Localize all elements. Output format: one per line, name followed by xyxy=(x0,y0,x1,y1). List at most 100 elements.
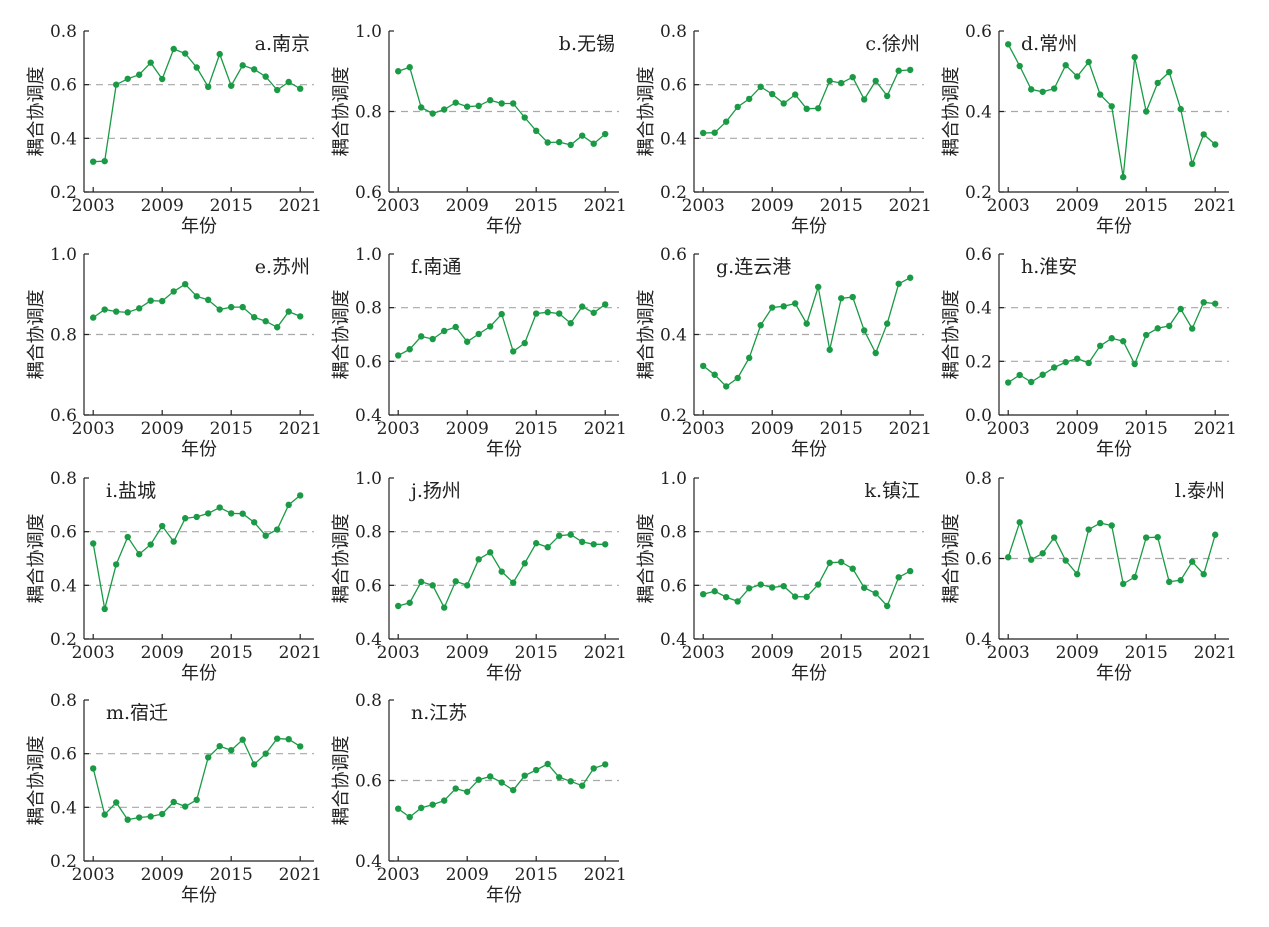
x-tick-label: 2015 xyxy=(515,865,558,885)
data-point xyxy=(734,103,741,111)
data-point xyxy=(147,541,154,548)
data-point xyxy=(498,779,505,786)
x-tick-label: 2021 xyxy=(584,643,627,663)
x-tick-label: 2015 xyxy=(820,196,863,216)
y-tick-label: 1.0 xyxy=(660,469,687,489)
data-point xyxy=(193,513,200,521)
data-point xyxy=(452,785,459,792)
x-tick-label: 2009 xyxy=(446,865,489,885)
x-tick-label: 2009 xyxy=(751,643,794,663)
data-point xyxy=(521,560,528,567)
x-axis-label: 年份 xyxy=(1096,663,1132,684)
y-tick-label: 0.4 xyxy=(355,630,382,650)
panel-title: f.南通 xyxy=(411,256,461,278)
x-tick-label: 2003 xyxy=(987,643,1030,663)
y-tick-label: 0.4 xyxy=(50,798,77,818)
data-point xyxy=(1120,580,1127,588)
data-point xyxy=(441,604,448,611)
y-tick-label: 1.0 xyxy=(50,245,77,265)
y-tick-label: 0.6 xyxy=(355,183,382,203)
x-tick-label: 2009 xyxy=(141,865,184,885)
x-axis-label: 年份 xyxy=(181,663,217,684)
data-point xyxy=(803,320,810,327)
data-point xyxy=(510,579,517,586)
data-point xyxy=(159,297,166,305)
data-point xyxy=(602,541,609,548)
data-point xyxy=(590,140,597,147)
y-tick-label: 0.6 xyxy=(965,550,992,570)
data-point xyxy=(533,540,540,547)
x-tick-label: 2009 xyxy=(141,643,184,663)
y-axis-label: 耦合协调度 xyxy=(26,290,47,380)
data-point xyxy=(792,91,799,98)
data-point xyxy=(792,300,799,307)
data-point xyxy=(533,310,540,317)
y-axis-label: 耦合协调度 xyxy=(941,514,962,604)
series-line xyxy=(397,763,606,818)
x-tick-label: 2021 xyxy=(584,196,627,216)
data-point xyxy=(498,310,505,318)
data-point xyxy=(170,45,177,53)
data-point xyxy=(274,324,281,331)
series-line xyxy=(92,494,301,610)
data-point xyxy=(239,62,246,69)
x-tick-label: 2021 xyxy=(279,419,322,439)
data-point xyxy=(1154,533,1161,541)
data-point xyxy=(147,297,154,304)
y-axis-label: 耦合协调度 xyxy=(636,514,657,604)
data-point xyxy=(1108,522,1115,529)
data-point xyxy=(579,132,586,139)
x-tick-label: 2009 xyxy=(446,419,489,439)
data-point xyxy=(159,75,166,83)
data-point xyxy=(113,308,120,315)
x-axis-label: 年份 xyxy=(486,216,522,237)
panel-a: 0.2 0.4 0.6 0.8 2003 2009 2015 2021 年份 耦合协调度 a.南京 xyxy=(26,22,322,237)
data-point xyxy=(228,82,235,89)
data-point xyxy=(872,77,879,85)
data-point xyxy=(205,296,212,304)
data-point xyxy=(907,567,914,575)
panel-k: 0.4 0.6 0.8 1.0 2003 2009 2015 2021 年份 耦合协调度 k.镇江 xyxy=(636,469,932,684)
data-point xyxy=(452,578,459,585)
data-point xyxy=(849,293,856,301)
data-point xyxy=(602,301,609,308)
x-tick-label: 2003 xyxy=(987,196,1030,216)
panel-title: m.宿迁 xyxy=(106,702,168,724)
x-axis-label: 年份 xyxy=(181,885,217,906)
data-point xyxy=(826,346,833,353)
y-tick-label: 0.6 xyxy=(660,245,687,265)
panel-n: 0.4 0.6 0.8 2003 2009 2015 2021 年份 耦合协调度 n.江苏 xyxy=(331,691,627,906)
data-point xyxy=(884,92,891,100)
data-point xyxy=(487,773,494,780)
x-tick-label: 2021 xyxy=(279,865,322,885)
data-point xyxy=(1212,300,1219,307)
data-point xyxy=(907,274,914,281)
data-point xyxy=(556,532,563,539)
panel-c: 0.2 0.4 0.6 0.8 2003 2009 2015 2021 年份 耦合协调度 c.徐州 xyxy=(636,22,932,237)
y-tick-label: 0.4 xyxy=(50,129,77,149)
y-tick-label: 0.6 xyxy=(660,76,687,96)
data-point xyxy=(395,805,402,812)
x-axis-label: 年份 xyxy=(486,885,522,906)
data-point xyxy=(1143,331,1150,339)
y-tick-label: 0.6 xyxy=(355,352,382,372)
panel-i: 0.2 0.4 0.6 0.8 2003 2009 2015 2021 年份 耦合协调度 i.盐城 xyxy=(26,469,322,684)
data-point xyxy=(1062,358,1069,366)
x-axis-label: 年份 xyxy=(791,663,827,684)
y-tick-label: 1.0 xyxy=(355,22,382,42)
x-tick-label: 2021 xyxy=(279,196,322,216)
data-point xyxy=(1166,322,1173,330)
data-point xyxy=(746,585,753,592)
x-tick-label: 2003 xyxy=(987,419,1030,439)
data-point xyxy=(205,83,212,91)
data-point xyxy=(746,95,753,103)
data-point xyxy=(441,327,448,335)
panel-title: k.镇江 xyxy=(864,480,920,502)
data-point xyxy=(510,348,517,355)
data-point xyxy=(1097,91,1104,98)
panel-e: 0.6 0.8 1.0 2003 2009 2015 2021 年份 耦合协调度 e.苏州 xyxy=(26,245,322,460)
data-point xyxy=(1085,526,1092,533)
data-point xyxy=(1212,141,1219,148)
panel-title: b.无锡 xyxy=(559,33,615,55)
data-point xyxy=(815,283,822,291)
